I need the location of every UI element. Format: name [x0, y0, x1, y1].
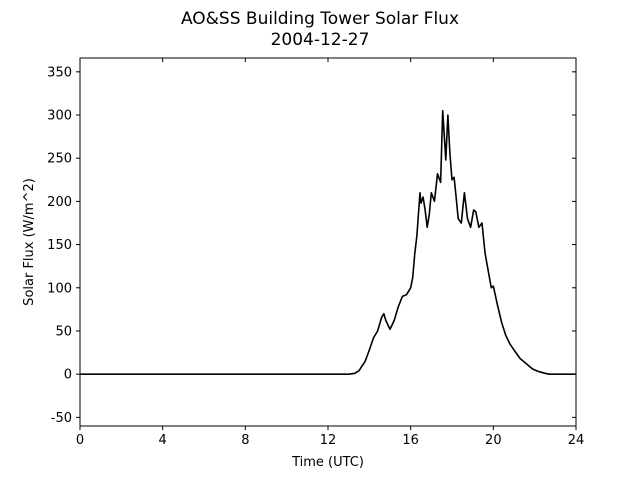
y-tick-label: 200 — [47, 195, 72, 210]
y-tick-label: 250 — [47, 152, 72, 167]
x-tick-label: 8 — [241, 433, 249, 448]
x-tick-label: 24 — [568, 433, 585, 448]
series-line — [80, 111, 576, 374]
x-axis-label: Time (UTC) — [291, 455, 364, 470]
y-tick-label: 350 — [47, 65, 72, 80]
x-tick-label: 20 — [485, 433, 502, 448]
y-tick-label: 0 — [64, 368, 72, 383]
y-tick-label: 300 — [47, 109, 72, 124]
x-tick-label: 4 — [159, 433, 167, 448]
y-tick-label: 150 — [47, 238, 72, 253]
x-tick-label: 12 — [320, 433, 337, 448]
y-axis-label: Solar Flux (W/m^2) — [22, 178, 37, 306]
plot-frame — [80, 58, 576, 426]
y-tick-label: 50 — [55, 324, 72, 339]
x-tick-label: 0 — [76, 433, 84, 448]
y-tick-label: -50 — [51, 411, 72, 426]
x-axis-ticks: 0 4 8 12 16 20 24 — [76, 58, 584, 448]
y-tick-label: 100 — [47, 281, 72, 296]
y-axis-ticks: -50 0 50 100 150 200 250 300 350 — [47, 65, 576, 426]
x-tick-label: 16 — [402, 433, 419, 448]
chart-title: AO&SS Building Tower Solar Flux — [181, 9, 459, 29]
chart-subtitle: 2004-12-27 — [271, 30, 370, 50]
